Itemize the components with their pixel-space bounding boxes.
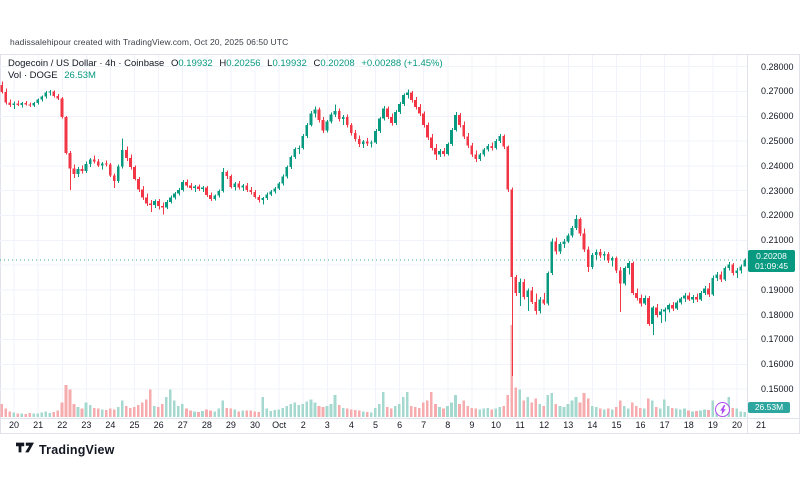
tradingview-logo-text: TradingView — [39, 443, 115, 457]
time-axis[interactable]: 20 21 22 23 24 25 26 27 28 29 30 Oct 2 3 4 5 6 7 8 9 10 11 12 1… — [0, 420, 800, 432]
time-tick-label: 25 — [129, 420, 140, 430]
time-tick-label: 12 — [539, 420, 550, 430]
time-tick-label: 4 — [348, 420, 354, 430]
volume-value: 26.53M — [64, 70, 96, 81]
tradingview-logo-icon — [16, 441, 34, 459]
time-tick-label: 10 — [490, 420, 501, 430]
time-tick-label: 8 — [445, 420, 451, 430]
high-value: 0.20256 — [226, 58, 261, 69]
time-tick-label: 9 — [469, 420, 475, 430]
bar-countdown: 01:09:45 — [754, 260, 789, 271]
time-tick-label: 20 — [731, 420, 742, 430]
time-tick-label: 30 — [250, 420, 261, 430]
change-value: +0.00288 (+1.45%) — [361, 58, 443, 69]
open-label: O — [170, 58, 179, 69]
price-tick-label: 0.25000 — [761, 136, 794, 147]
low-label: L — [267, 58, 273, 69]
time-tick-label: 24 — [105, 420, 116, 430]
tradingview-logo[interactable]: TradingView — [16, 441, 115, 459]
time-tick-label: 20 — [9, 420, 20, 430]
time-tick-label: 15 — [611, 420, 622, 430]
price-tick-label: 0.23000 — [761, 185, 794, 196]
price-tick-label: 0.28000 — [761, 61, 794, 72]
time-tick-label: 7 — [421, 420, 427, 430]
time-tick-label: 21 — [756, 420, 767, 430]
last-price-badge: 0.20208 01:09:45 — [748, 249, 795, 272]
time-tick-label: 19 — [707, 420, 718, 430]
time-tick-label: 22 — [57, 420, 68, 430]
attribution-text: hadissalehipour created with TradingView… — [10, 37, 289, 47]
time-tick-label: 26 — [153, 420, 164, 430]
legend-volume-row[interactable]: Vol · DOGE 26.53M — [8, 70, 443, 82]
volume-axis-badge: 26.53M — [748, 402, 790, 413]
close-label: C — [313, 58, 321, 69]
time-tick-label: 3 — [324, 420, 330, 430]
time-tick-label: 5 — [372, 420, 378, 430]
time-tick-label: 27 — [177, 420, 188, 430]
time-tick-label: 16 — [635, 420, 646, 430]
time-tick-label: 2 — [300, 420, 306, 430]
time-tick-label: 18 — [683, 420, 694, 430]
price-axis[interactable]: 0.28000 0.27000 0.26000 0.25000 0.24000 0.230… — [748, 55, 800, 418]
price-tick-label: 0.22000 — [761, 210, 794, 221]
time-tick-label: 14 — [587, 420, 598, 430]
time-tick-label: 17 — [659, 420, 670, 430]
price-tick-label: 0.26000 — [761, 111, 794, 122]
price-tick-label: 0.19000 — [761, 284, 794, 295]
lightning-event-icon[interactable] — [715, 402, 730, 417]
time-tick-label: 21 — [33, 420, 44, 430]
time-tick-label: 23 — [81, 420, 92, 430]
price-tick-label: 0.15000 — [761, 384, 794, 395]
axis-separator-vertical — [747, 54, 748, 433]
time-tick-label: 11 — [515, 420, 525, 430]
price-tick-label: 0.27000 — [761, 86, 794, 97]
last-price-value: 0.20208 — [756, 250, 787, 261]
volume-title: Vol · DOGE — [8, 70, 58, 81]
price-tick-label: 0.18000 — [761, 309, 794, 320]
close-value: 0.20208 — [320, 58, 355, 69]
open-value: 0.19932 — [178, 58, 213, 69]
candlestick-chart[interactable] — [0, 55, 747, 418]
low-value: 0.19932 — [272, 58, 307, 69]
time-tick-label: Oct — [272, 420, 287, 430]
high-label: H — [219, 58, 227, 69]
price-tick-label: 0.24000 — [761, 160, 794, 171]
time-tick-label: 13 — [563, 420, 574, 430]
time-tick-label: 28 — [201, 420, 212, 430]
chart-legend: Dogecoin / US Dollar · 4h · Coinbase O0.… — [8, 58, 443, 82]
axis-separator-horizontal — [0, 418, 800, 419]
time-tick-label: 29 — [225, 420, 236, 430]
price-tick-label: 0.17000 — [761, 334, 794, 345]
price-tick-label: 0.21000 — [761, 235, 794, 246]
price-tick-label: 0.16000 — [761, 359, 794, 370]
legend-symbol-row[interactable]: Dogecoin / US Dollar · 4h · Coinbase O0.… — [8, 58, 443, 70]
symbol-title: Dogecoin / US Dollar · 4h · Coinbase — [8, 58, 165, 69]
time-tick-label: 6 — [397, 420, 403, 430]
